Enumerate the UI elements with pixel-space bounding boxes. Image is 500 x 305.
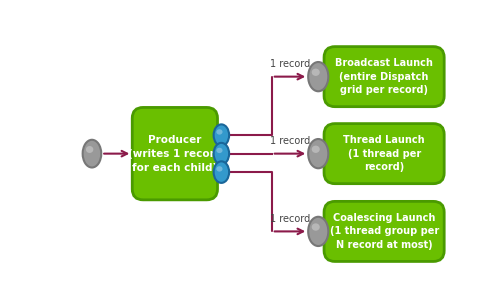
Ellipse shape [214, 143, 229, 164]
Text: Coalescing Launch
(1 thread group per
N record at most): Coalescing Launch (1 thread group per N … [330, 213, 439, 249]
Ellipse shape [312, 145, 320, 153]
Ellipse shape [82, 140, 101, 167]
Ellipse shape [312, 223, 320, 231]
FancyBboxPatch shape [132, 107, 218, 200]
Ellipse shape [216, 166, 222, 172]
Text: Thread Launch
(1 thread per
record): Thread Launch (1 thread per record) [344, 135, 425, 172]
FancyBboxPatch shape [324, 124, 444, 184]
Text: Producer
(writes 1 record
for each child): Producer (writes 1 record for each child… [128, 135, 222, 173]
Ellipse shape [214, 161, 229, 183]
Text: 1 record: 1 record [270, 214, 310, 224]
Ellipse shape [308, 217, 328, 246]
Text: Broadcast Launch
(entire Dispatch
grid per record): Broadcast Launch (entire Dispatch grid p… [335, 59, 433, 95]
Ellipse shape [86, 146, 94, 153]
Ellipse shape [216, 148, 222, 153]
Ellipse shape [312, 69, 320, 76]
FancyBboxPatch shape [324, 47, 444, 107]
Text: 1 record: 1 record [270, 136, 310, 146]
Ellipse shape [308, 62, 328, 91]
Ellipse shape [216, 129, 222, 135]
FancyBboxPatch shape [324, 201, 444, 261]
Text: 1 record: 1 record [270, 59, 310, 69]
Ellipse shape [308, 139, 328, 168]
Ellipse shape [214, 124, 229, 146]
